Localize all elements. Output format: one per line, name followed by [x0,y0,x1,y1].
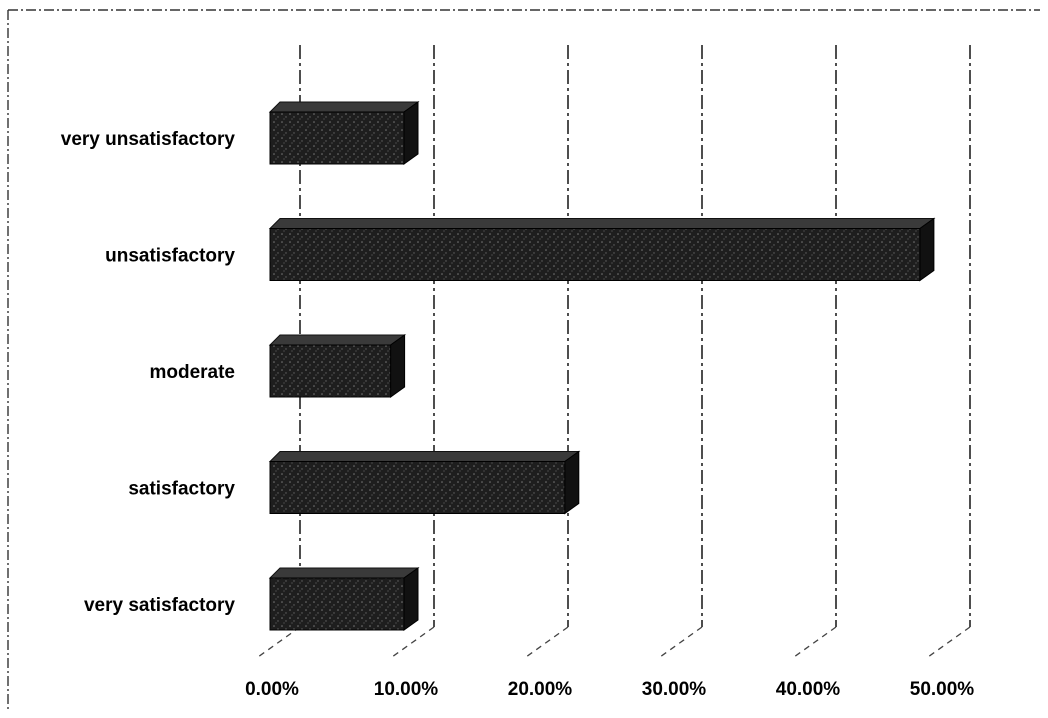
bar [268,567,420,631]
category-label: unsatisfactory [105,246,235,267]
bar-side-face [403,567,419,631]
x-tick-label: 50.00% [910,679,975,700]
bar [268,450,581,515]
gridline-floor [257,626,301,658]
gridlines [257,45,971,658]
bar-front-face [269,577,405,631]
gridline-floor [927,626,971,658]
bar-top-face [268,451,581,462]
category-label: very satisfactory [84,595,235,616]
bar-top-face [268,334,407,346]
bar-top-face [268,101,420,113]
gridline-floor [391,626,435,658]
x-tick-label: 30.00% [642,679,707,700]
bar-front-face [269,461,566,514]
bar-side-face [403,101,419,165]
x-axis-tick-labels: 0.00% 10.00% 20.00% 30.00% 40.00% 50.00% [245,679,974,700]
bar [268,217,936,282]
gridline-floor [525,626,569,658]
bar-side-face [564,450,580,515]
bar-side-face [390,334,406,398]
bar-front-face [269,111,405,165]
bar-top-face [268,567,420,579]
x-tick-label: 0.00% [245,679,299,700]
bars [268,101,936,631]
bar-top-face [268,218,936,229]
bar-front-face [269,344,392,398]
bar-side-face [919,217,935,282]
x-tick-label: 20.00% [508,679,573,700]
category-label: moderate [149,362,235,383]
category-label: very unsatisfactory [61,129,236,150]
bar-front-face [269,228,921,281]
category-label: satisfactory [128,479,235,500]
bar [268,101,420,165]
category-labels: very unsatisfactory unsatisfactory moderat… [61,129,236,616]
bar [268,334,407,398]
gridline-floor [793,626,837,658]
x-tick-label: 10.00% [374,679,439,700]
gridline-floor [659,626,703,658]
x-tick-label: 40.00% [776,679,841,700]
